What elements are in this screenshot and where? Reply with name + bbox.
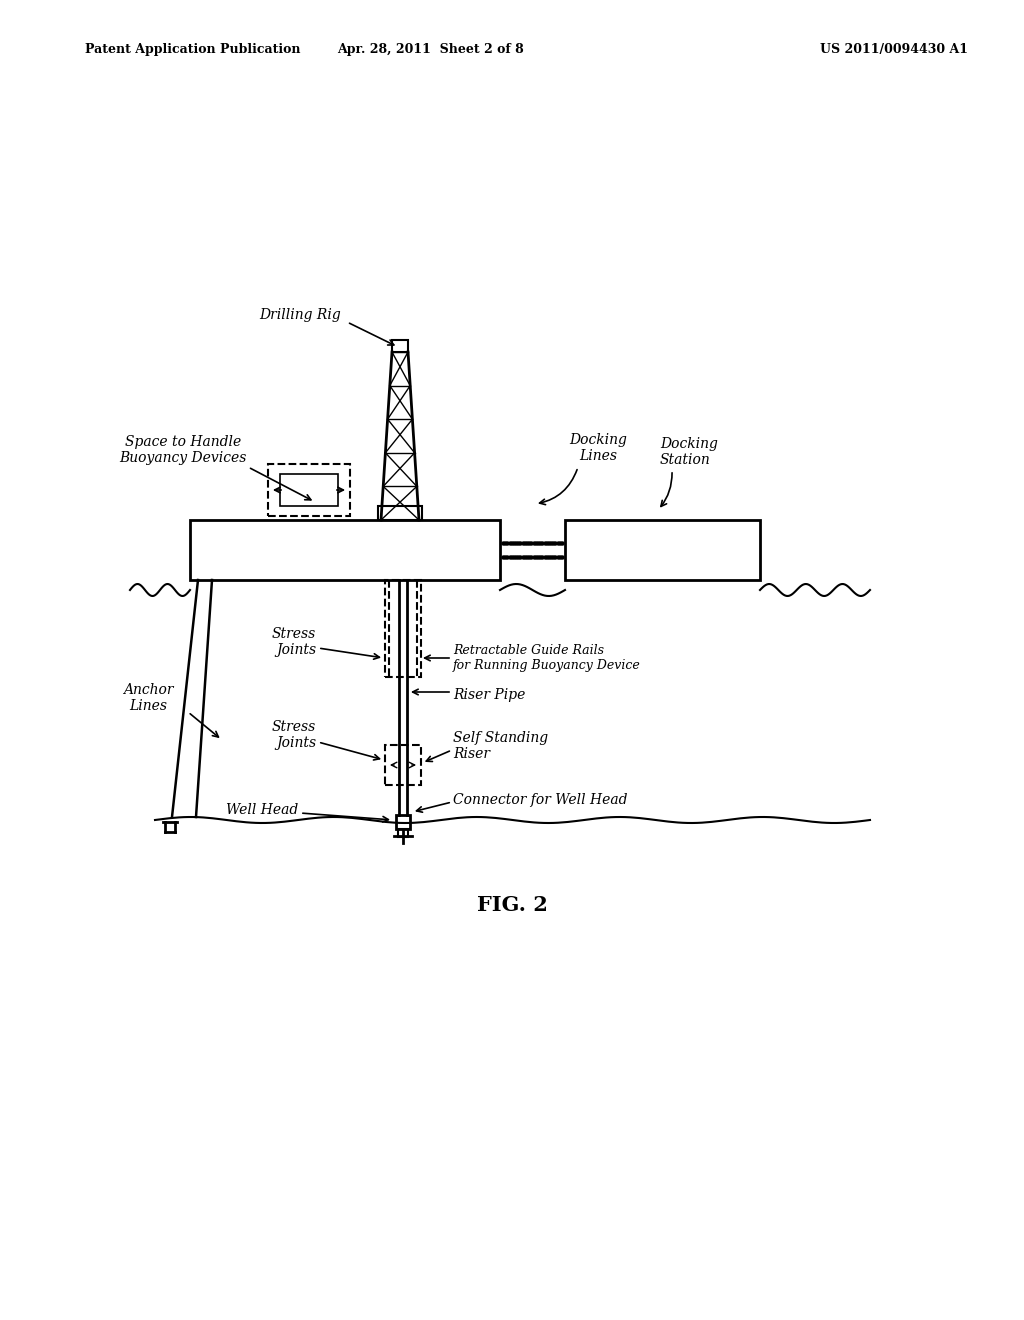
- Text: US 2011/0094430 A1: US 2011/0094430 A1: [820, 44, 968, 57]
- Text: Well Head: Well Head: [225, 803, 298, 817]
- Text: Self Standing
Riser: Self Standing Riser: [453, 731, 548, 762]
- Text: Docking
Lines: Docking Lines: [569, 433, 627, 463]
- Text: Anchor
Lines: Anchor Lines: [123, 682, 173, 713]
- Text: Drilling Rig: Drilling Rig: [259, 308, 341, 322]
- Text: FIG. 2: FIG. 2: [476, 895, 548, 915]
- Text: Docking
Station: Docking Station: [660, 437, 718, 467]
- Bar: [396, 814, 410, 829]
- Text: Apr. 28, 2011  Sheet 2 of 8: Apr. 28, 2011 Sheet 2 of 8: [337, 44, 523, 57]
- Bar: [268, 465, 350, 516]
- Bar: [398, 829, 408, 837]
- Bar: [385, 579, 421, 677]
- Bar: [565, 520, 760, 579]
- Bar: [392, 341, 408, 352]
- Text: Connector for Well Head: Connector for Well Head: [453, 793, 628, 807]
- Text: Retractable Guide Rails
for Running Buoyancy Device: Retractable Guide Rails for Running Buoy…: [453, 644, 641, 672]
- Bar: [378, 506, 422, 520]
- Bar: [190, 520, 500, 579]
- Text: Patent Application Publication: Patent Application Publication: [85, 44, 300, 57]
- Text: Riser Pipe: Riser Pipe: [453, 688, 525, 702]
- Text: Space to Handle
Buoyancy Devices: Space to Handle Buoyancy Devices: [120, 434, 247, 465]
- Text: Stress
Joints: Stress Joints: [271, 627, 316, 657]
- Bar: [280, 474, 338, 506]
- Bar: [385, 744, 421, 785]
- Text: Stress
Joints: Stress Joints: [271, 719, 316, 750]
